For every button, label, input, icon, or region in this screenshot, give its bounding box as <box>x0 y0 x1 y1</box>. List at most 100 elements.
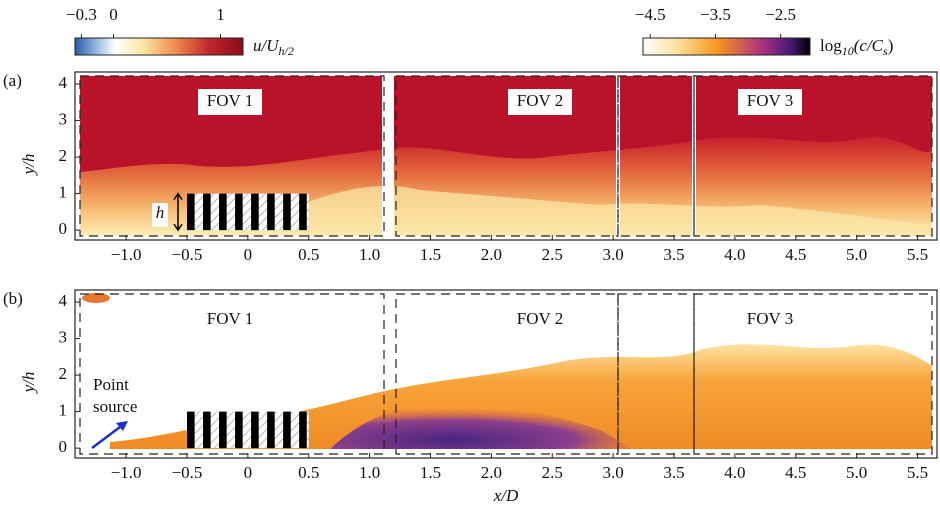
fov-label: FOV 1 <box>207 91 253 110</box>
x-tick-label: 1.5 <box>420 463 441 482</box>
y-tick-label: 4 <box>59 73 68 92</box>
y-tick-label: 4 <box>59 291 68 310</box>
colorbar-tick-label: −3.5 <box>700 5 731 24</box>
h-label-bg <box>152 203 168 227</box>
colorbar-tick-label: 0 <box>109 5 118 24</box>
x-tick-label: 1.5 <box>420 245 441 264</box>
x-tick-label: 4.5 <box>785 245 806 264</box>
colorbar-tick-label: −0.3 <box>66 5 97 24</box>
axes-frame <box>74 71 938 241</box>
plume-core <box>330 402 630 449</box>
colorbar-label-part: log <box>820 36 842 55</box>
building-stripe <box>267 411 275 449</box>
building-stripe <box>219 193 227 231</box>
building-stripe <box>283 193 291 231</box>
building-stripe <box>235 411 243 449</box>
fov-label: FOV 3 <box>747 91 793 110</box>
colorbar-tick-label: −4.5 <box>635 5 666 24</box>
colorbar-tick-label: 1 <box>216 5 225 24</box>
fov-box <box>79 75 385 237</box>
y-tick-label: 0 <box>59 219 68 238</box>
x-tick-label: 5.5 <box>907 463 928 482</box>
building-stripe <box>251 193 259 231</box>
source-label: source <box>93 397 137 416</box>
colorbar-label-part: s <box>883 44 888 58</box>
x-tick-label: 5.0 <box>846 245 867 264</box>
x-tick-label: 0 <box>244 463 253 482</box>
y-tick-label: 3 <box>59 109 68 128</box>
plume <box>110 344 932 449</box>
building-stripe <box>235 193 243 231</box>
x-tick-label: 3.5 <box>663 463 684 482</box>
building-stripe <box>299 411 307 449</box>
colorbar-label-part: 10 <box>842 44 854 58</box>
panel: FOV 1 FOV 2 FOV 3 h −1.0 −0.5 0 0.5 1.0 1.5 2.0 2.5… <box>3 5 938 264</box>
building-stripe <box>187 193 195 231</box>
building-stripe <box>203 411 211 449</box>
x-tick-label: 1.0 <box>359 245 380 264</box>
y-tick-label: 3 <box>59 327 68 346</box>
x-tick-label: −0.5 <box>172 463 203 482</box>
x-tick-label: −1.0 <box>111 245 142 264</box>
panel-label: (b) <box>3 289 23 308</box>
colorbar-label: u/Uh/2 <box>253 36 294 58</box>
colorbar-tick-label: −2.5 <box>765 5 796 24</box>
x-tick-label: 0.5 <box>298 245 319 264</box>
y-tick-label: 1 <box>59 183 68 202</box>
x-tick-label: 5.0 <box>846 463 867 482</box>
building-stripe <box>219 411 227 449</box>
x-tick-label: 2.5 <box>542 463 563 482</box>
y-tick-label: 1 <box>59 401 68 420</box>
x-tick-label: 5.5 <box>907 245 928 264</box>
fov-label-bg <box>198 89 262 115</box>
fov-box <box>693 293 933 455</box>
y-tick-label: 2 <box>59 364 68 383</box>
building-stripe <box>251 411 259 449</box>
x-tick-label: 2.0 <box>481 245 502 264</box>
panel-label: (a) <box>3 71 22 90</box>
x-tick-label: 1.0 <box>359 463 380 482</box>
x-tick-label: −0.5 <box>172 245 203 264</box>
height-arrow <box>173 192 183 232</box>
y-axis-label: y/h <box>19 372 38 395</box>
x-tick-label: −1.0 <box>111 463 142 482</box>
fov-box <box>79 293 385 455</box>
fov-box <box>617 293 695 455</box>
colorbar-label-part: ) <box>888 36 894 55</box>
building-stripe <box>283 411 291 449</box>
x-tick-label: 0.5 <box>298 463 319 482</box>
axes-frame <box>74 289 938 459</box>
colorbar-label-part: h/2 <box>279 44 294 58</box>
building-stripe <box>299 193 307 231</box>
fov-label-bg <box>508 89 572 115</box>
building-stripe <box>203 193 211 231</box>
plume-blob <box>82 293 110 303</box>
fov-label: FOV 3 <box>747 309 793 328</box>
fov-label-bg <box>738 89 802 115</box>
fov-label: FOV 1 <box>207 309 253 328</box>
source-arrowhead <box>116 421 128 431</box>
y-tick-label: 2 <box>59 146 68 165</box>
building-stripe <box>267 193 275 231</box>
x-tick-label: 2.5 <box>542 245 563 264</box>
colorbar-label: log10(c/Cs) <box>820 36 893 58</box>
y-tick-label: 0 <box>59 437 68 456</box>
x-tick-label: 4.0 <box>724 245 745 264</box>
fov-box <box>693 75 933 237</box>
x-tick-label: 4.0 <box>724 463 745 482</box>
panel: FOV 1 FOV 2 FOV 3 Point source −1.0 −0.5 0 0.5 1.… <box>3 5 938 505</box>
y-axis-label: y/h <box>19 154 38 177</box>
fov-box <box>617 75 695 237</box>
x-tick-label: 2.0 <box>481 463 502 482</box>
fov-label: FOV 2 <box>517 309 563 328</box>
fov-label: FOV 2 <box>517 91 563 110</box>
source-label: Point <box>93 375 129 394</box>
x-tick-label: 3.0 <box>603 245 624 264</box>
height-label: h <box>156 203 165 222</box>
x-axis-label: x/D <box>493 486 519 505</box>
x-tick-label: 4.5 <box>785 463 806 482</box>
source-arrow <box>91 423 125 449</box>
colorbar-label-part: (c/C <box>854 36 884 55</box>
building-stripe <box>187 411 195 449</box>
colorbar <box>642 37 811 56</box>
